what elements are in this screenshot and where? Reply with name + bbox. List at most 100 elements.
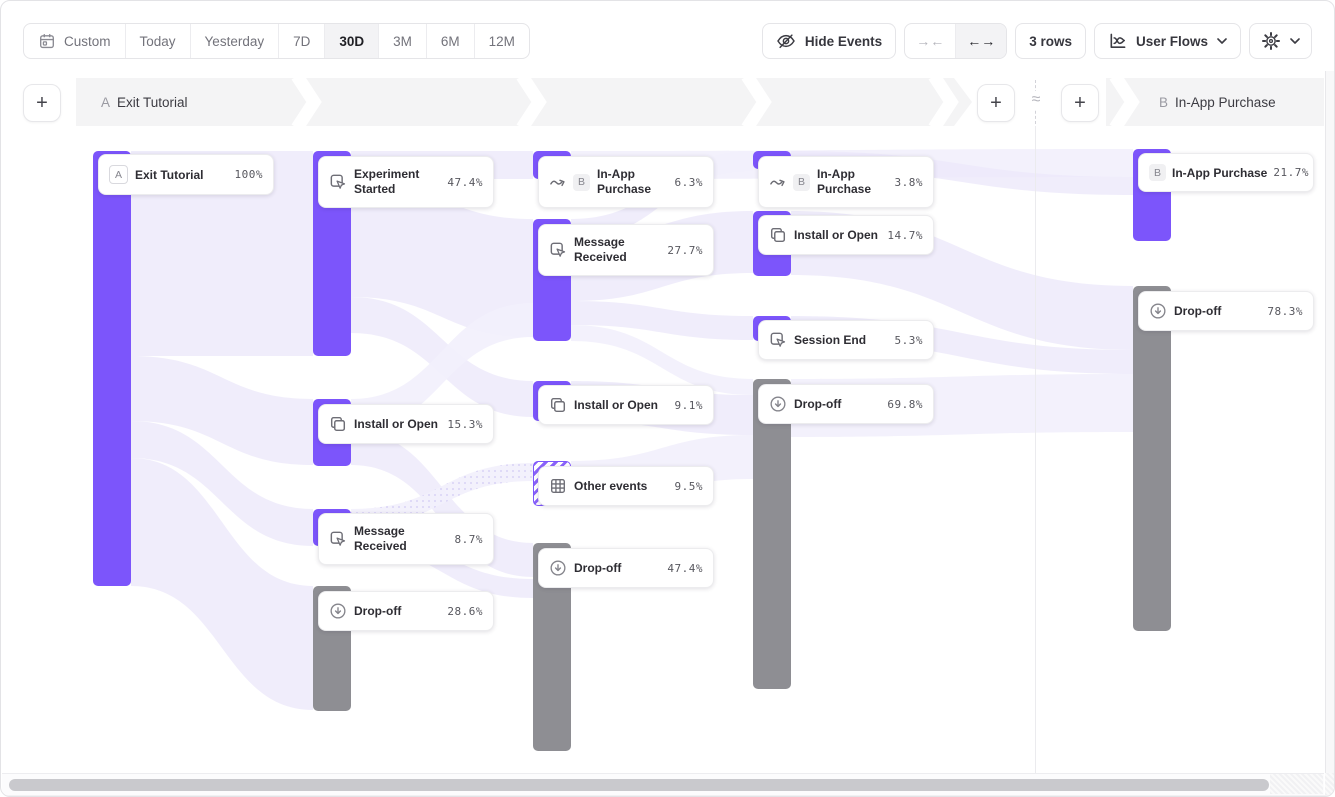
date-range-label: Today (139, 33, 176, 49)
horizontal-scrollbar-end-texture (1270, 774, 1323, 794)
flow-bar-exit-tutorial[interactable] (93, 151, 131, 586)
date-range-3m[interactable]: 3M (378, 24, 426, 58)
node-badge-b: B (573, 173, 590, 191)
node-label: Install or Open (794, 228, 879, 242)
node-percent: 21.7% (1273, 166, 1309, 179)
expand-arrows-icon: ←→ (967, 33, 996, 49)
node-label: Experiment Started (354, 167, 420, 196)
node-badge-b: B (793, 173, 810, 191)
collapse-arrows-icon: →← (916, 33, 945, 49)
scrollbar-corner (1325, 773, 1334, 795)
date-range-label: 7D (293, 33, 311, 49)
pointer-click-event-icon (329, 530, 347, 548)
copy-squares-icon (769, 226, 787, 244)
merge-arrow-icon (549, 176, 566, 188)
node-percent: 9.1% (674, 398, 703, 412)
path-a-badge: A (101, 94, 111, 110)
flow-node-install-or-open[interactable]: Install or Open 15.3% (318, 404, 494, 444)
view-selector-label: User Flows (1135, 33, 1208, 49)
flow-node-drop-off[interactable]: Drop-off 69.8% (758, 384, 934, 424)
flow-node-message-received[interactable]: Message Received 8.7% (318, 513, 494, 565)
flow-node-other-events[interactable]: Other events 9.5% (538, 466, 714, 506)
path-header-band-a (76, 78, 972, 126)
view-selector[interactable]: User Flows (1093, 23, 1241, 59)
path-header-band-b (1106, 78, 1324, 126)
flow-node-install-or-open[interactable]: Install or Open 14.7% (758, 215, 934, 255)
hide-events-button[interactable]: Hide Events (761, 23, 897, 59)
node-percent: 14.7% (887, 228, 923, 242)
node-label: Drop-off (794, 397, 842, 411)
node-percent: 27.7% (667, 243, 703, 257)
flow-bar-drop-off-b[interactable] (1133, 286, 1171, 631)
plus-icon: + (1074, 91, 1086, 114)
rows-button[interactable]: 3 rows (1015, 23, 1086, 59)
date-range-yesterday[interactable]: Yesterday (189, 24, 279, 58)
date-range-12m[interactable]: 12M (473, 24, 529, 58)
flow-node-in-app-purchase[interactable]: B In-App Purchase 3.8% (758, 156, 934, 208)
date-range-today[interactable]: Today (124, 24, 190, 58)
node-percent: 6.3% (674, 175, 703, 189)
date-range-custom[interactable]: Custom (24, 24, 125, 58)
flow-node-drop-off[interactable]: Drop-off 47.4% (538, 548, 714, 588)
plus-icon: + (36, 91, 48, 114)
collapse-columns-button[interactable]: →← (905, 24, 955, 58)
node-label: In-App Purchase (817, 167, 872, 196)
node-percent: 8.7% (454, 532, 483, 546)
flow-node-in-app-purchase[interactable]: B In-App Purchase 6.3% (538, 156, 714, 208)
pointer-click-event-icon (329, 173, 347, 191)
flow-node-drop-off-b[interactable]: Drop-off 78.3% (1138, 291, 1314, 331)
node-label: Session End (794, 333, 867, 347)
pointer-click-event-icon (769, 331, 787, 349)
toolbar-right: Hide Events →← ←→ 3 rows User Flows (761, 23, 1312, 59)
flow-node-session-end[interactable]: Session End 5.3% (758, 320, 934, 360)
horizontal-scrollbar-thumb[interactable] (9, 779, 1269, 791)
date-range-label: 6M (440, 33, 460, 49)
node-percent: 3.8% (894, 175, 923, 189)
toolbar: Custom Today Yesterday 7D 30D 3M 6M 12M … (23, 23, 1312, 59)
flow-bar-drop-off[interactable] (753, 379, 791, 689)
plus-icon: + (990, 91, 1002, 114)
node-percent: 78.3% (1267, 304, 1303, 318)
rows-label: 3 rows (1029, 33, 1072, 49)
path-b-title: In-App Purchase (1175, 94, 1276, 110)
add-step-button-mid-right[interactable]: + (1061, 84, 1099, 122)
path-b-badge: B (1159, 94, 1169, 110)
path-a-title: Exit Tutorial (117, 94, 188, 110)
node-percent: 47.4% (447, 175, 483, 189)
add-step-button-mid-left[interactable]: + (977, 84, 1015, 122)
section-divider (1035, 126, 1036, 773)
bottom-edge (1, 795, 1334, 796)
date-range-label: Yesterday (204, 33, 265, 49)
node-label: In-App Purchase (1172, 165, 1268, 180)
flow-node-message-received[interactable]: Message Received 27.7% (538, 224, 714, 276)
node-percent: 15.3% (447, 417, 483, 431)
date-range-7d[interactable]: 7D (278, 24, 324, 58)
node-percent: 69.8% (887, 397, 923, 411)
flow-node-in-app-purchase-b[interactable]: B In-App Purchase 21.7% (1138, 153, 1314, 192)
vertical-scrollbar-track[interactable] (1325, 71, 1334, 773)
date-range-label: 30D (339, 33, 365, 49)
date-range-6m[interactable]: 6M (425, 24, 474, 58)
pointer-click-event-icon (549, 241, 567, 259)
grid-icon (549, 477, 567, 495)
drop-off-arrow-icon (549, 559, 567, 577)
drop-off-arrow-icon (1149, 302, 1167, 320)
node-label: Drop-off (354, 604, 402, 618)
copy-squares-icon (549, 396, 567, 414)
date-range-30d[interactable]: 30D (324, 24, 379, 58)
flow-node-exit-tutorial[interactable]: A Exit Tutorial 100% (98, 154, 274, 195)
node-percent: 47.4% (667, 561, 703, 575)
merge-arrow-icon (769, 176, 786, 188)
flow-node-experiment-started[interactable]: Experiment Started 47.4% (318, 156, 494, 208)
date-range-label: 12M (488, 33, 515, 49)
expand-columns-button[interactable]: ←→ (955, 24, 1007, 58)
node-label: Message Received (354, 524, 407, 553)
settings-button[interactable] (1249, 23, 1312, 59)
drop-off-arrow-icon (329, 602, 347, 620)
path-header-a: A Exit Tutorial (101, 78, 188, 126)
flow-node-drop-off[interactable]: Drop-off 28.6% (318, 591, 494, 631)
path-header-b: B In-App Purchase (1159, 78, 1276, 126)
add-step-button-left[interactable]: + (23, 84, 61, 122)
flow-node-install-or-open[interactable]: Install or Open 9.1% (538, 385, 714, 425)
